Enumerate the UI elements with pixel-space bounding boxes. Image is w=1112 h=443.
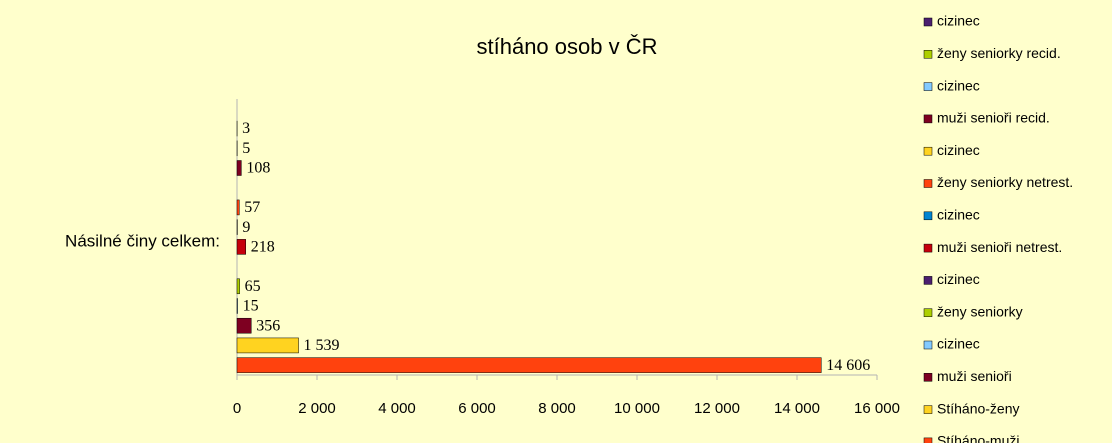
bar <box>236 357 822 373</box>
legend-label: cizinec <box>937 271 980 287</box>
legend-swatch <box>923 437 933 443</box>
data-label: 1 539 <box>304 337 340 354</box>
x-tick-label: 12 000 <box>694 400 740 417</box>
legend-label: ženy seniorky recid. <box>937 45 1061 61</box>
legend-swatch <box>923 340 933 350</box>
data-label: 356 <box>256 317 280 334</box>
data-label: 218 <box>251 239 275 256</box>
legend-swatch <box>923 211 933 221</box>
data-label: 14 606 <box>826 357 870 374</box>
x-tick-label: 6 000 <box>458 400 496 417</box>
legend-swatch <box>923 373 933 382</box>
bar <box>236 298 238 314</box>
bar <box>236 199 240 216</box>
legend-swatch <box>923 276 933 285</box>
legend-swatch <box>923 308 933 317</box>
legend-label: ženy seniorky netrest. <box>937 174 1073 190</box>
data-label: 57 <box>244 199 260 216</box>
legend-swatch <box>923 82 933 91</box>
legend-label: cizinec <box>937 336 980 352</box>
legend-label: muži senioři netrest. <box>937 239 1062 255</box>
x-tick-label: 2 000 <box>298 400 336 417</box>
bar <box>236 317 252 334</box>
x-tick-label: 14 000 <box>774 400 820 417</box>
legend-swatch <box>923 405 933 414</box>
bar <box>236 239 246 255</box>
x-tick-label: 4 000 <box>378 400 416 417</box>
legend-label: Stíháno-muži <box>937 433 1019 443</box>
legend-swatch <box>923 243 933 253</box>
legend-label: ženy seniorky <box>937 303 1023 319</box>
legend-swatch <box>923 114 933 124</box>
data-label: 15 <box>243 298 259 315</box>
x-tick-label: 0 <box>233 400 241 417</box>
data-label: 108 <box>246 160 270 177</box>
legend-label: Stíháno-ženy <box>937 400 1020 416</box>
legend-label: cizinec <box>937 207 980 223</box>
data-label: 9 <box>242 219 250 236</box>
legend-swatch <box>923 17 933 27</box>
legend-label: cizinec <box>937 77 980 93</box>
legend-swatch <box>923 50 933 59</box>
x-tick-label: 16 000 <box>854 400 900 417</box>
legend-label: cizinec <box>937 142 980 158</box>
y-category-label: Násilné činy celkem: <box>65 231 220 250</box>
bar <box>236 337 299 354</box>
x-tick-label: 8 000 <box>538 400 576 417</box>
legend-label: muži senioři recid. <box>937 110 1050 126</box>
bar <box>236 278 240 295</box>
x-tick-label: 10 000 <box>614 400 660 417</box>
chart-title: stíháno osob v ČR <box>477 34 658 59</box>
legend-swatch <box>923 146 933 156</box>
data-label: 5 <box>242 140 250 157</box>
bar <box>236 160 242 176</box>
legend-label: cizinec <box>937 13 980 29</box>
data-label: 65 <box>245 278 261 295</box>
legend-label: muži senioři <box>937 368 1012 384</box>
data-label: 3 <box>242 120 250 137</box>
legend-swatch <box>923 179 933 188</box>
